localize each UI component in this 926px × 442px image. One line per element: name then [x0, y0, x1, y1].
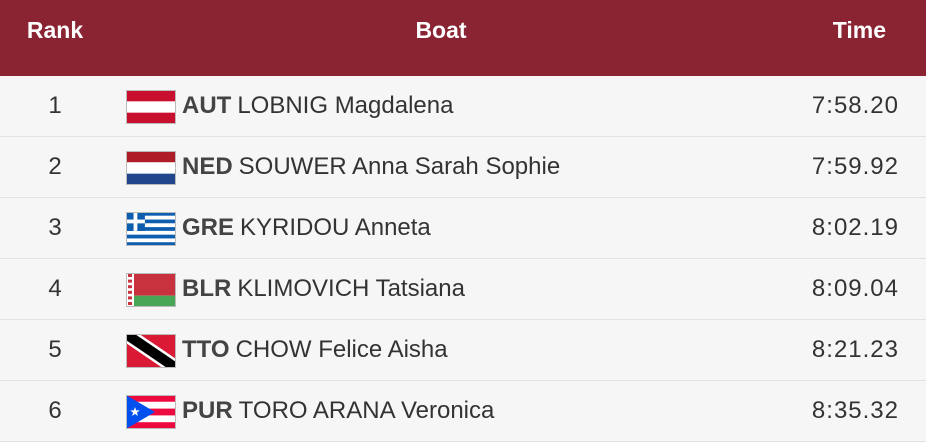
time: 8:02.19 [811, 214, 899, 241]
header-time: Time [832, 17, 886, 43]
flag-icon [126, 212, 176, 246]
table-row: 1 AUT LOBNIG Magdalena 7:58.20 [0, 76, 926, 137]
table-body: 1 AUT LOBNIG Magdalena 7:58.20 2 NED SOUWER An… [0, 76, 926, 442]
table-header: Rank Boat Time [0, 0, 926, 76]
header-boat: Boat [415, 17, 467, 43]
time: 8:09.04 [811, 275, 899, 302]
boat: PUR TORO ARANA Veronica [182, 381, 494, 441]
boat: GRE KYRIDOU Anneta [182, 198, 431, 258]
table-row: 5 TTO CHOW Felice Aisha 8:21.23 [0, 320, 926, 381]
flag-icon [126, 334, 176, 368]
country-code: GRE [182, 214, 235, 241]
time: 7:58.20 [811, 92, 899, 119]
flag-icon [126, 151, 176, 185]
boat: BLR KLIMOVICH Tatsiana [182, 259, 465, 319]
athlete-name: SOUWER Anna Sarah Sophie [238, 153, 561, 180]
country-code: BLR [182, 275, 232, 302]
country-code: AUT [182, 92, 232, 119]
rank: 3 [48, 214, 62, 241]
rank: 2 [48, 153, 62, 180]
rank: 4 [48, 275, 62, 302]
athlete-name: KYRIDOU Anneta [240, 214, 431, 241]
rank: 5 [48, 336, 62, 363]
boat: NED SOUWER Anna Sarah Sophie [182, 137, 560, 197]
table-row: 6 PUR TORO ARANA Veronica 8:35.32 [0, 381, 926, 442]
country-code: NED [182, 153, 233, 180]
boat: TTO CHOW Felice Aisha [182, 320, 448, 380]
athlete-name: LOBNIG Magdalena [237, 92, 454, 119]
country-code: PUR [182, 397, 233, 424]
flag-icon [126, 273, 176, 307]
rank: 6 [48, 397, 62, 424]
athlete-name: CHOW Felice Aisha [235, 336, 448, 363]
table-row: 3 GRE KYRIDOU Anneta 8:02.19 [0, 198, 926, 259]
flag-icon [126, 395, 176, 429]
flag-icon [126, 90, 176, 124]
rank: 1 [48, 92, 62, 119]
country-code: TTO [182, 336, 230, 363]
time: 8:21.23 [811, 336, 899, 363]
athlete-name: KLIMOVICH Tatsiana [237, 275, 465, 302]
table-row: 4 BLR KLIMOVICH Tatsiana 8:09.04 [0, 259, 926, 320]
table-row: 2 NED SOUWER Anna Sarah Sophie 7:59.92 [0, 137, 926, 198]
header-rank: Rank [26, 17, 84, 43]
time: 8:35.32 [811, 397, 899, 424]
time: 7:59.92 [811, 153, 899, 180]
boat: AUT LOBNIG Magdalena [182, 76, 453, 136]
athlete-name: TORO ARANA Veronica [238, 397, 495, 424]
